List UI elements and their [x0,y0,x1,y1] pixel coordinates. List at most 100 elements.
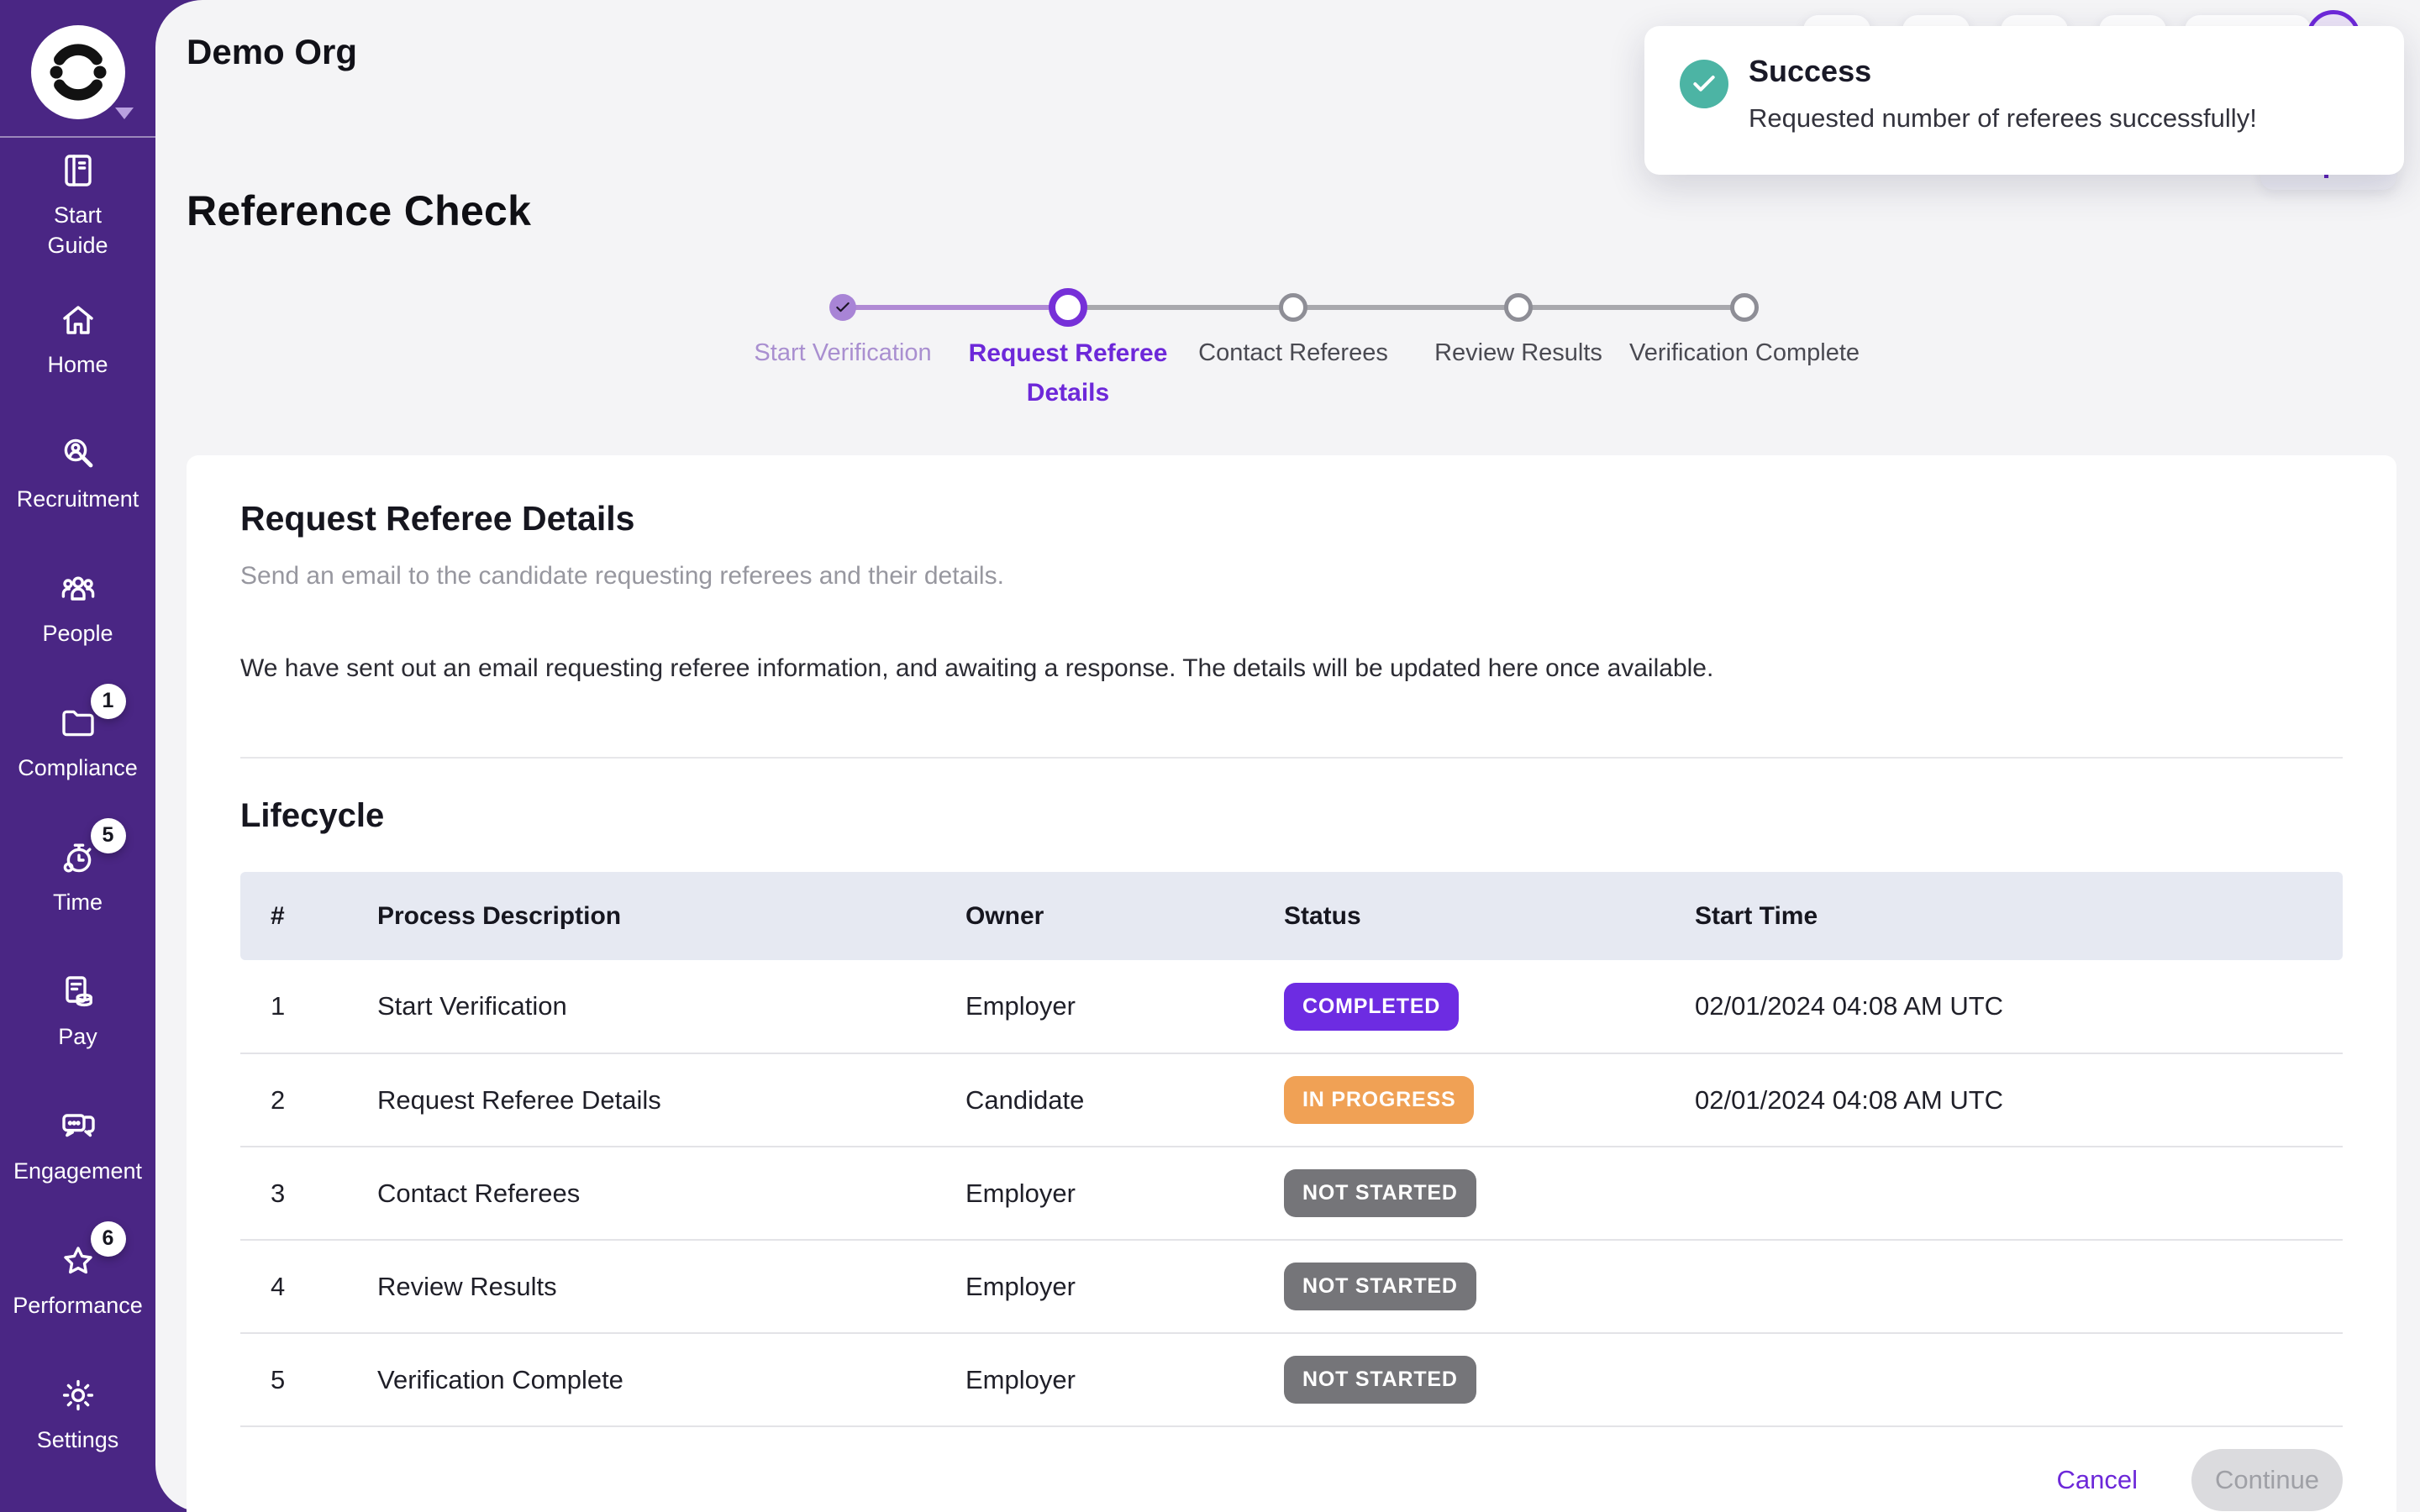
cancel-button[interactable]: Cancel [2056,1465,2139,1494]
cell-start-time [1688,1240,2343,1334]
step-label: Review Results [1434,339,1602,366]
sidebar-item-pay[interactable]: Pay [0,944,155,1079]
cell-num: 4 [240,1240,371,1334]
sidebar-item-time[interactable]: 5 Time [0,810,155,944]
step-circle-upcoming[interactable] [1279,293,1307,322]
step-circle-upcoming[interactable] [1504,293,1533,322]
cell-desc: Request Referee Details [371,1053,959,1147]
sidebar-item-recruitment[interactable]: Recruitment [0,407,155,541]
badge: 6 [90,1221,126,1257]
status-badge: COMPLETED [1284,982,1460,1031]
cell-owner: Employer [959,1333,1277,1427]
step-circle-completed[interactable] [829,294,856,321]
step-circle-current[interactable] [1049,288,1087,327]
cell-start-time: 02/01/2024 04:08 AM UTC [1688,1053,2343,1147]
cell-num: 5 [240,1333,371,1427]
main-content: Demo Org Success Requested number of ref… [155,0,2420,1512]
sidebar-item-label: Pay [58,1023,97,1049]
table-row: 2 Request Referee Details Candidate IN P… [240,1053,2343,1147]
column-header-num: # [240,872,371,960]
step-circle-upcoming[interactable] [1730,293,1759,322]
sidebar-item-start-guide[interactable]: Start Guide [0,138,155,272]
cell-owner: Employer [959,1240,1277,1334]
success-check-icon [1680,60,1728,108]
sidebar-item-label: Performance [13,1292,143,1318]
toast-message: Requested number of referees successfull… [1749,103,2257,133]
column-header-status: Status [1277,872,1688,960]
cell-num: 2 [240,1053,371,1147]
table-row: 3 Contact Referees Employer NOT STARTED [240,1147,2343,1241]
cell-owner: Employer [959,1147,1277,1241]
cell-owner: Employer [959,960,1277,1054]
sidebar-item-label: Recruitment [16,486,139,512]
status-badge: NOT STARTED [1284,1356,1476,1404]
org-logo-button[interactable] [0,0,155,134]
sidebar-item-label: Compliance [18,754,138,780]
sidebar-item-compliance[interactable]: 1 Compliance [0,675,155,810]
search-person-icon [57,433,99,475]
cell-start-time [1688,1147,2343,1241]
section-status-note: We have sent out an email requesting ref… [240,654,1714,682]
status-badge: IN PROGRESS [1284,1076,1475,1124]
sidebar-item-label: Settings [36,1426,119,1452]
sidebar-item-settings[interactable]: Settings [0,1347,155,1482]
step-label: Start Verification [754,339,932,366]
home-icon [57,299,99,341]
column-header-start: Start Time [1688,872,2343,960]
payslip-icon [57,971,99,1013]
table-row: 5 Verification Complete Employer NOT STA… [240,1333,2343,1427]
cell-num: 1 [240,960,371,1054]
step-label: Request Referee Details [968,339,1168,407]
sidebar-divider [0,136,155,138]
step-label: Verification Complete [1628,339,1860,366]
gear-icon [57,1374,99,1416]
sidebar: Start Guide Home Recruitment People [0,0,155,1512]
stepper-connector-done [843,305,1068,310]
success-toast[interactable]: Success Requested number of referees suc… [1644,26,2404,175]
cell-desc: Contact Referees [371,1147,959,1241]
section-title: Request Referee Details [240,499,635,538]
sidebar-item-label: Start Guide [47,202,108,258]
sidebar-item-label: Engagement [13,1158,143,1184]
chevron-down-icon [115,108,134,119]
chat-bubbles-icon [57,1105,99,1147]
table-header-row: # Process Description Owner Status Start… [240,872,2343,960]
card-footer: Cancel Continue [240,1449,2343,1511]
cell-owner: Candidate [959,1053,1277,1147]
cell-start-time [1688,1333,2343,1427]
section-description: Send an email to the candidate requestin… [240,562,1004,590]
column-header-desc: Process Description [371,872,959,960]
org-name: Demo Org [187,32,358,71]
sidebar-nav: Start Guide Home Recruitment People [0,138,155,1482]
lifecycle-table: # Process Description Owner Status Start… [240,872,2343,1427]
page-title: Reference Check [187,187,532,234]
badge: 5 [90,817,126,853]
sidebar-item-label: People [42,620,113,646]
divider [240,757,2343,759]
status-badge: NOT STARTED [1284,1263,1476,1310]
sidebar-item-people[interactable]: People [0,541,155,675]
cell-num: 3 [240,1147,371,1241]
cell-desc: Review Results [371,1240,959,1334]
sidebar-item-home[interactable]: Home [0,272,155,407]
cell-start-time: 02/01/2024 04:08 AM UTC [1688,960,2343,1054]
book-icon [57,150,99,192]
org-logo [30,25,125,119]
stepper-connector-todo [1068,305,1744,310]
folder-icon: 1 [57,683,126,744]
table-row: 4 Review Results Employer NOT STARTED [240,1240,2343,1334]
stopwatch-icon: 5 [57,817,126,879]
status-badge: NOT STARTED [1284,1169,1476,1217]
sidebar-item-label: Home [47,351,108,377]
toast-title: Success [1749,54,1872,88]
cell-desc: Start Verification [371,960,959,1054]
sidebar-item-engagement[interactable]: Engagement [0,1079,155,1213]
reference-check-card: Request Referee Details Send an email to… [187,455,2396,1512]
table-row: 1 Start Verification Employer COMPLETED … [240,960,2343,1054]
column-header-owner: Owner [959,872,1277,960]
cell-desc: Verification Complete [371,1333,959,1427]
continue-button[interactable]: Continue [2191,1449,2343,1511]
sidebar-item-performance[interactable]: 6 Performance [0,1213,155,1347]
people-icon [57,568,99,610]
step-label: Contact Referees [1198,339,1388,366]
